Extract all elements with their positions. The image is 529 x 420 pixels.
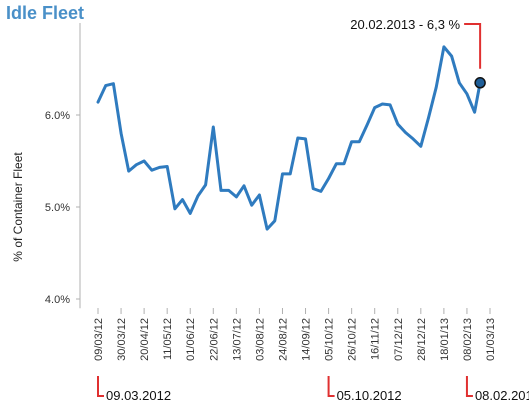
data-point [173, 207, 177, 211]
data-point [150, 169, 154, 172]
data-point [219, 189, 223, 192]
data-point [204, 183, 207, 187]
series-line [96, 45, 482, 231]
x-tick-label: 30/03/12 [116, 318, 128, 361]
x-tick-label: 01/06/12 [185, 318, 197, 361]
data-point [319, 190, 323, 193]
data-point [104, 84, 107, 87]
data-point [235, 195, 238, 199]
data-point [342, 162, 346, 165]
data-point [434, 86, 438, 89]
data-point [296, 136, 300, 140]
data-point [427, 116, 430, 119]
data-point [419, 145, 423, 148]
x-tick-label: 28/12/12 [416, 318, 428, 361]
data-point [265, 227, 269, 231]
data-point [135, 163, 138, 166]
x-tick-label: 16/11/12 [370, 318, 382, 360]
x-tick-label: 13/07/12 [231, 318, 243, 361]
x-tick-label: 22/06/12 [208, 318, 220, 361]
x-tick-label: 01/03/13 [485, 318, 497, 361]
data-point [158, 166, 161, 169]
x-tick-label: 05/10/12 [324, 318, 336, 361]
annotation-callout-line [97, 376, 104, 397]
x-tick-label: 26/10/12 [347, 318, 359, 361]
data-point [335, 162, 338, 165]
chart-title: Idle Fleet [6, 3, 85, 23]
data-point [396, 123, 399, 126]
data-point [281, 172, 284, 176]
data-point [212, 125, 215, 129]
annotation-label: 20.02.2013 - 6,3 % [350, 17, 460, 32]
data-point [189, 212, 192, 215]
annotation-label: 09.03.2012 [106, 388, 171, 403]
x-tick-label: 07/12/12 [393, 318, 405, 361]
data-point [458, 81, 461, 85]
data-point [119, 132, 123, 135]
data-point [473, 111, 476, 114]
data-point [327, 177, 330, 180]
data-point [127, 169, 130, 173]
x-tick-label: 24/08/12 [277, 318, 289, 361]
data-point [465, 92, 469, 96]
data-point [181, 198, 184, 201]
annotation-callout-line [327, 376, 335, 397]
data-point [242, 184, 246, 188]
annotation-callout-line [465, 376, 473, 397]
y-tick-label: 4.0% [45, 294, 70, 306]
data-point [227, 189, 230, 192]
x-tick-label: 18/01/13 [439, 318, 451, 361]
data-point [112, 82, 115, 85]
data-point [258, 193, 261, 197]
x-tick-label: 20/04/12 [139, 318, 151, 361]
x-tick-label: 03/08/12 [254, 318, 266, 361]
data-point [411, 137, 415, 141]
x-tick-label: 11/05/12 [162, 318, 174, 360]
data-point [250, 203, 253, 207]
y-axis-title: % of Container Fleet [11, 152, 25, 262]
data-point [96, 100, 100, 104]
annotation-label: 08.02.2013 [475, 388, 529, 403]
y-tick-label: 5.0% [45, 202, 70, 214]
annotation-label: 05.10.2012 [337, 388, 402, 403]
data-point [442, 45, 446, 49]
x-tick-label: 14/09/12 [301, 318, 313, 361]
data-point [288, 172, 292, 176]
data-point [196, 194, 200, 198]
data-point [312, 187, 315, 190]
highlight-point-marker [474, 77, 486, 89]
data-point [450, 54, 453, 58]
data-point [373, 106, 376, 109]
data-point [388, 103, 392, 107]
data-point [365, 123, 369, 127]
data-point [404, 131, 407, 134]
data-point [358, 140, 361, 143]
data-point [304, 137, 307, 141]
data-point [142, 159, 146, 163]
y-tick-label: 6.0% [45, 110, 70, 122]
data-point [381, 102, 384, 106]
annotation-callout-line [464, 23, 482, 69]
data-point [350, 140, 353, 143]
x-tick-label: 09/03/12 [93, 318, 105, 361]
data-point [273, 219, 276, 222]
data-point [165, 165, 169, 168]
x-tick-label: 08/02/13 [462, 318, 474, 361]
